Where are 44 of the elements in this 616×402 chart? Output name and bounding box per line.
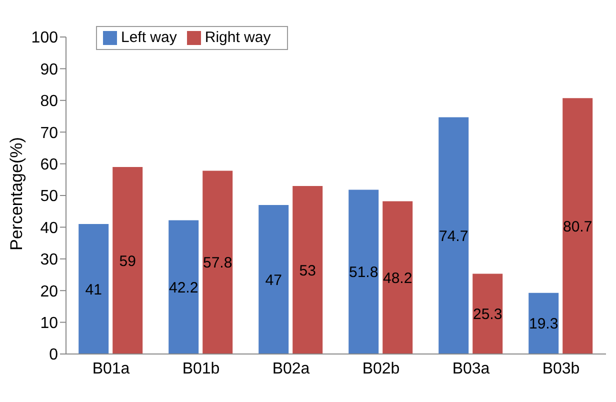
- y-tick-label: 100: [31, 30, 58, 47]
- bar: [348, 190, 379, 354]
- bar: [472, 274, 503, 354]
- y-tick-label: 60: [40, 156, 58, 174]
- y-tick-label: 10: [40, 314, 58, 332]
- y-tick-label: 80: [40, 93, 58, 110]
- data-label: 51.8: [349, 264, 378, 282]
- y-tick-label: 0: [49, 346, 58, 364]
- bar: [202, 170, 233, 354]
- data-label: 57.8: [203, 254, 232, 272]
- legend-label: Left way: [121, 29, 177, 46]
- data-label: 19.3: [529, 316, 558, 333]
- bar: [438, 117, 469, 354]
- y-tick-label: 30: [40, 252, 58, 269]
- y-tick-label: 40: [40, 220, 58, 237]
- bar: [78, 224, 109, 354]
- bar: [112, 166, 143, 354]
- y-tick-label: 90: [40, 61, 58, 78]
- x-tick-label: B03b: [542, 360, 580, 378]
- bar: [528, 292, 559, 354]
- bar: [292, 186, 323, 354]
- x-tick-label: B03a: [452, 360, 490, 378]
- data-label: 80.7: [563, 218, 592, 236]
- y-axis-title: Percentage(%): [7, 137, 26, 250]
- data-label: 48.2: [383, 270, 412, 287]
- bar: [258, 205, 289, 354]
- x-tick-label: B02a: [272, 360, 310, 378]
- data-label: 42.2: [169, 279, 198, 296]
- bar: [382, 201, 413, 354]
- data-label: 53: [299, 262, 316, 280]
- bar: [168, 220, 199, 354]
- data-label: 74.7: [439, 228, 468, 245]
- data-label: 25.3: [473, 306, 502, 324]
- x-tick-label: B01a: [92, 360, 130, 378]
- y-tick-label: 70: [40, 124, 58, 142]
- bar: [562, 98, 593, 354]
- x-tick-label: B01b: [182, 360, 220, 378]
- legend-label: Right way: [204, 29, 271, 46]
- y-tick-label: 20: [40, 283, 58, 300]
- x-tick-label: B02b: [362, 360, 400, 378]
- y-tick-label: 50: [40, 188, 58, 206]
- data-label: 41: [85, 281, 102, 298]
- data-label: 47: [265, 272, 282, 289]
- data-label: 59: [119, 252, 136, 270]
